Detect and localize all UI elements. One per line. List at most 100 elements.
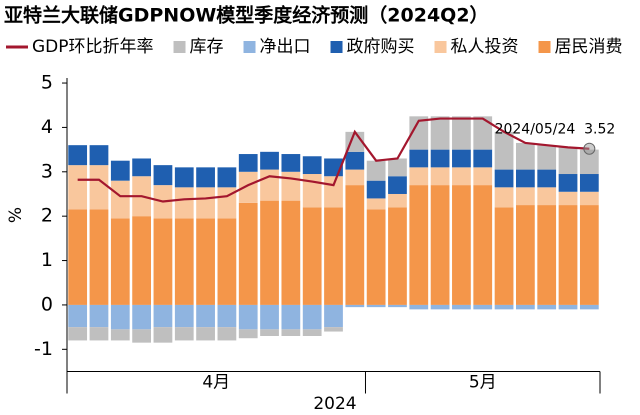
legend-label: GDP环比折年率 <box>32 37 154 57</box>
bar-segment <box>579 191 599 206</box>
bar-segment <box>345 304 365 308</box>
bar-segment <box>515 169 535 188</box>
bar-segment <box>153 218 173 305</box>
bar-segment <box>89 165 109 210</box>
bar-segment <box>89 145 109 166</box>
bar-segment <box>217 187 237 219</box>
bar-segment <box>217 218 237 305</box>
bar-segment <box>409 167 429 186</box>
bar-segment <box>579 205 599 305</box>
bar-segment <box>430 185 450 305</box>
bar-segment <box>110 304 130 330</box>
bar-segment <box>196 304 215 328</box>
bar-segment <box>452 116 471 150</box>
bar-segment <box>174 327 194 341</box>
bar-segment <box>238 202 258 305</box>
line <box>77 117 590 203</box>
bar-segment <box>302 304 322 330</box>
bar-segment <box>345 151 365 170</box>
bar-segment <box>132 158 152 177</box>
bar-segment <box>89 304 109 328</box>
bar-segment <box>430 167 450 186</box>
bar-segment <box>324 327 343 332</box>
bar-segment <box>579 304 599 310</box>
bar-segment <box>302 156 322 175</box>
bar-segment <box>238 329 258 339</box>
bar-segment <box>153 165 173 186</box>
y-tick-label: 2 <box>41 205 53 227</box>
bar-segment <box>68 145 88 166</box>
bar-segment <box>68 165 88 210</box>
bar-segment <box>174 187 194 219</box>
bar-segment <box>196 187 215 219</box>
bar-segment <box>515 205 535 305</box>
bar-segment <box>430 116 450 150</box>
bar-segment <box>558 304 578 310</box>
bar-segment <box>132 304 152 330</box>
bar-segment <box>174 167 194 188</box>
bar-segment <box>110 329 130 341</box>
bar-segment <box>260 151 279 170</box>
bar-segment <box>579 149 599 175</box>
x-axis-label: 2024 <box>313 394 356 414</box>
y-tick-label: 1 <box>41 249 53 271</box>
bar-segment <box>537 145 557 170</box>
bar-segment <box>324 176 343 208</box>
y-tick-label: 0 <box>41 293 53 315</box>
legend-label: 政府购买 <box>347 37 415 57</box>
bar-segment <box>260 329 279 336</box>
bar-segment <box>388 158 407 177</box>
bar-segment <box>409 304 429 310</box>
bar-segment <box>217 167 237 188</box>
bar-segment <box>260 200 279 305</box>
bar-segment <box>515 304 535 310</box>
chart-title: 亚特兰大联储GDPNOW模型季度经济预测（2024Q2） <box>4 4 489 27</box>
bar-segment <box>68 304 88 328</box>
bar-segment <box>558 174 578 192</box>
bar-segment <box>452 167 471 186</box>
bar-segment <box>260 169 279 201</box>
bar-segment <box>494 187 514 208</box>
bar-segment <box>281 304 301 330</box>
bar-segment <box>452 304 471 310</box>
bar-segment <box>196 218 215 305</box>
bar-segment <box>366 209 386 305</box>
bar-segment <box>238 154 258 172</box>
y-axis-label: % <box>6 207 26 223</box>
bar-segment <box>281 200 301 305</box>
bar-segment <box>89 327 109 341</box>
legend-swatch <box>434 41 447 53</box>
bar-segment <box>452 185 471 305</box>
bar-segment <box>452 149 471 168</box>
bar-segment <box>302 174 322 208</box>
bar-segment <box>515 187 535 206</box>
bar-segment <box>366 180 386 199</box>
y-tick-label: -1 <box>34 338 53 360</box>
y-tick-label: 4 <box>41 116 53 138</box>
bar-segment <box>494 304 514 310</box>
annotation-marker <box>583 142 596 155</box>
bar-segment <box>409 116 429 150</box>
bar-segment <box>89 209 109 305</box>
bar-segment <box>132 329 152 343</box>
bar-segment <box>537 187 557 206</box>
legend-swatch <box>243 41 256 53</box>
bar-segment <box>345 185 365 305</box>
bar-segment <box>494 131 514 170</box>
legend-label: 库存 <box>190 37 224 57</box>
legend-label: 净出口 <box>260 37 311 57</box>
bar-segment <box>558 191 578 206</box>
bar-segment <box>110 180 130 219</box>
bar-segment <box>217 304 237 328</box>
bar-segment <box>558 147 578 175</box>
bar-segment <box>196 167 215 188</box>
bar-segment <box>217 327 237 341</box>
bar-segment <box>132 216 152 305</box>
legend-label: 居民消费 <box>555 37 623 57</box>
bar-segment <box>366 160 386 181</box>
bar-segment <box>153 304 173 328</box>
bar-segment <box>110 218 130 305</box>
bar-segment <box>110 160 130 181</box>
bar-segment <box>324 207 343 305</box>
